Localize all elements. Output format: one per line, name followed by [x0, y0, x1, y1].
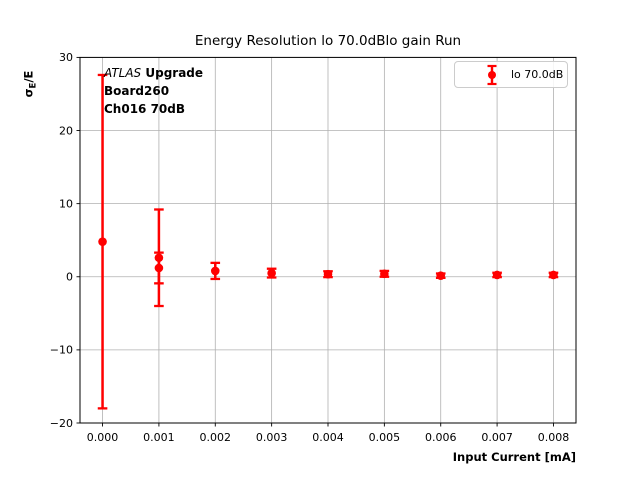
y-tick-label: 30	[59, 51, 73, 64]
errorbar-marker-icon	[487, 64, 497, 85]
data-point	[267, 268, 276, 278]
data-point	[154, 253, 164, 263]
x-axis-label: Input Current [mA]	[452, 450, 576, 464]
annotation-line-2: Board260	[104, 84, 170, 98]
legend-label: lo 70.0dB	[511, 68, 564, 81]
data-point	[154, 263, 164, 273]
x-tick-label: 0.007	[481, 431, 513, 444]
annotation-line-1: ATLAS Upgrade	[104, 66, 204, 80]
y-tick-label: −20	[50, 417, 73, 430]
atlas-annotation: ATLAS Upgrade Board260 Ch016 70dB	[104, 64, 203, 118]
x-tick-label: 0.005	[369, 431, 401, 444]
data-point	[98, 237, 107, 246]
data-point	[380, 269, 389, 279]
x-tick-label: 0.000	[87, 431, 119, 444]
y-tick-label: 20	[59, 124, 73, 137]
x-tick-label: 0.002	[200, 431, 232, 444]
y-tick-label: −10	[50, 344, 73, 357]
x-tick-label: 0.001	[143, 431, 175, 444]
legend-box: lo 70.0dB	[454, 61, 568, 88]
x-tick-label: 0.003	[256, 431, 288, 444]
data-point	[323, 269, 333, 279]
x-tick-label: 0.006	[425, 431, 457, 444]
data-point	[436, 271, 446, 280]
chart-title: Energy Resolution lo 70.0dBlo gain Run	[194, 33, 462, 49]
y-tick-label: 10	[59, 197, 73, 210]
y-axis-label: σE/E	[21, 70, 39, 98]
data-point	[549, 270, 558, 280]
y-tick-label: 0	[66, 271, 73, 284]
data-point	[492, 270, 502, 280]
annotation-line-3: Ch016 70dB	[104, 102, 186, 116]
x-tick-label: 0.008	[538, 431, 570, 444]
x-tick-label: 0.004	[312, 431, 344, 444]
data-point	[210, 266, 220, 276]
